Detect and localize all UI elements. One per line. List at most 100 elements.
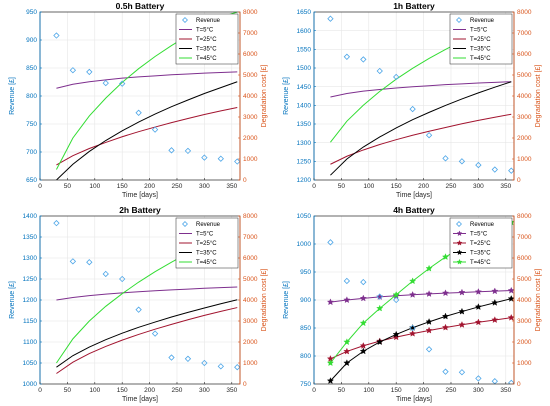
- x-tick-label: 350: [500, 387, 511, 394]
- y-left-tick-label: 750: [300, 381, 311, 388]
- y-left-tick-label: 1200: [23, 297, 38, 304]
- revenue-marker: [184, 147, 192, 155]
- series-marker-4: [326, 359, 334, 367]
- y-left-tick-label: 1150: [23, 318, 37, 325]
- y-right-tick-label: 1000: [517, 360, 532, 367]
- x-tick-label: 50: [64, 183, 72, 190]
- legend-label: T=35°C: [196, 47, 217, 53]
- legend-label: T=25°C: [196, 241, 217, 247]
- x-tick-label: 200: [418, 183, 429, 190]
- series-marker-4: [343, 338, 351, 346]
- series-marker-1: [507, 286, 514, 294]
- series-line-2: [56, 107, 238, 166]
- y-right-tick-label: 5000: [243, 276, 258, 283]
- x-tick-label: 150: [117, 183, 128, 190]
- y-right-tick-label: 1000: [243, 156, 258, 163]
- revenue-marker: [442, 155, 449, 162]
- revenue-marker: [327, 239, 334, 246]
- legend-marker-4: [456, 258, 463, 265]
- data-layer: [326, 218, 514, 384]
- legend-label: T=5°C: [470, 28, 488, 34]
- series-line-3: [56, 299, 238, 368]
- y-left-tick-label: 1350: [297, 121, 312, 128]
- x-tick-label: 200: [144, 387, 155, 394]
- y-left-axis-label: Revenue [£]: [9, 281, 16, 319]
- y-left-tick-label: 1000: [297, 241, 312, 248]
- series-line-1: [56, 71, 238, 89]
- y-left-tick-label: 1650: [297, 9, 312, 16]
- series-line-1: [330, 81, 512, 98]
- y-left-tick-label: 1000: [23, 381, 38, 388]
- series-marker-2: [491, 316, 499, 323]
- legend: Revenue T=5°C T=25°C T=35°C T=45°C: [175, 13, 239, 65]
- y-right-tick-label: 8000: [243, 213, 258, 220]
- x-tick-label: 300: [199, 387, 210, 394]
- data-layer: [327, 15, 514, 176]
- x-tick-label: 300: [473, 387, 484, 394]
- y-right-tick-label: 5000: [243, 72, 258, 79]
- y-right-tick-label: 1000: [517, 156, 532, 163]
- legend-label: Revenue: [196, 222, 221, 228]
- y-left-tick-label: 650: [26, 177, 37, 184]
- y-right-tick-label: 6000: [517, 255, 532, 262]
- y-right-tick-label: 3000: [517, 318, 532, 325]
- series-marker-2: [474, 318, 482, 326]
- chart-panel-2: 0 50 100 150 200 250 300 350 1200 1250 1300 1350 140…: [283, 1, 542, 199]
- x-tick-label: 350: [500, 183, 511, 190]
- y-left-tick-label: 1200: [297, 177, 312, 184]
- y-right-axis-label: Degradation cost [£]: [535, 269, 542, 332]
- y-right-tick-label: 3000: [517, 114, 532, 121]
- y-right-tick-label: 0: [517, 177, 521, 184]
- y-right-tick-label: 3000: [243, 114, 258, 121]
- revenue-marker: [234, 158, 240, 165]
- revenue-marker: [86, 68, 93, 76]
- x-tick-label: 350: [226, 387, 237, 394]
- series-marker-3: [474, 303, 482, 310]
- x-tick-label: 100: [363, 183, 374, 190]
- y-left-tick-label: 1300: [297, 140, 312, 147]
- series-marker-1: [491, 287, 499, 295]
- series-marker-2: [359, 342, 367, 349]
- x-axis-label: Time [days]: [396, 396, 432, 403]
- series-marker-4: [376, 304, 384, 312]
- revenue-marker: [360, 278, 367, 286]
- x-tick-label: 200: [418, 387, 429, 394]
- series-marker-1: [425, 290, 433, 297]
- y-left-axis-label: Revenue [£]: [283, 281, 290, 319]
- revenue-marker: [376, 293, 383, 300]
- y-right-tick-label: 2000: [517, 339, 532, 346]
- x-tick-label: 150: [391, 387, 402, 394]
- y-left-tick-label: 950: [300, 269, 311, 276]
- legend-revenue-marker: [182, 221, 188, 227]
- revenue-marker: [343, 277, 351, 285]
- revenue-marker: [475, 375, 482, 382]
- revenue-marker: [201, 359, 208, 367]
- chart-title: 4h Battery: [393, 205, 435, 215]
- y-left-tick-label: 900: [26, 37, 37, 44]
- series-marker-4: [441, 253, 450, 260]
- series-marker-1: [359, 294, 367, 302]
- series-marker-3: [425, 318, 433, 325]
- revenue-marker: [458, 158, 466, 165]
- revenue-marker: [135, 109, 142, 116]
- legend-label: T=45°C: [196, 260, 217, 266]
- revenue-marker: [102, 79, 109, 87]
- legend-marker-2: [456, 239, 463, 246]
- legend-label: T=5°C: [470, 232, 488, 238]
- revenue-marker: [442, 368, 449, 375]
- y-left-tick-label: 1250: [297, 159, 312, 166]
- revenue-marker: [360, 56, 367, 63]
- revenue-marker: [53, 219, 60, 227]
- y-right-tick-label: 6000: [243, 51, 258, 58]
- x-tick-label: 100: [363, 387, 374, 394]
- series-line-2: [330, 317, 512, 360]
- y-left-tick-label: 1450: [297, 84, 312, 91]
- legend-label: T=35°C: [196, 251, 217, 257]
- x-axis-label: Time [days]: [122, 396, 158, 403]
- series-line-2: [56, 307, 238, 374]
- chart-panel-1: 0 50 100 150 200 250 300 350 650 700 750 800 850 900 9…: [9, 1, 268, 199]
- legend-marker-3: [456, 249, 463, 256]
- series-marker-2: [392, 333, 400, 341]
- x-tick-label: 300: [199, 183, 210, 190]
- series-line-3: [330, 81, 512, 176]
